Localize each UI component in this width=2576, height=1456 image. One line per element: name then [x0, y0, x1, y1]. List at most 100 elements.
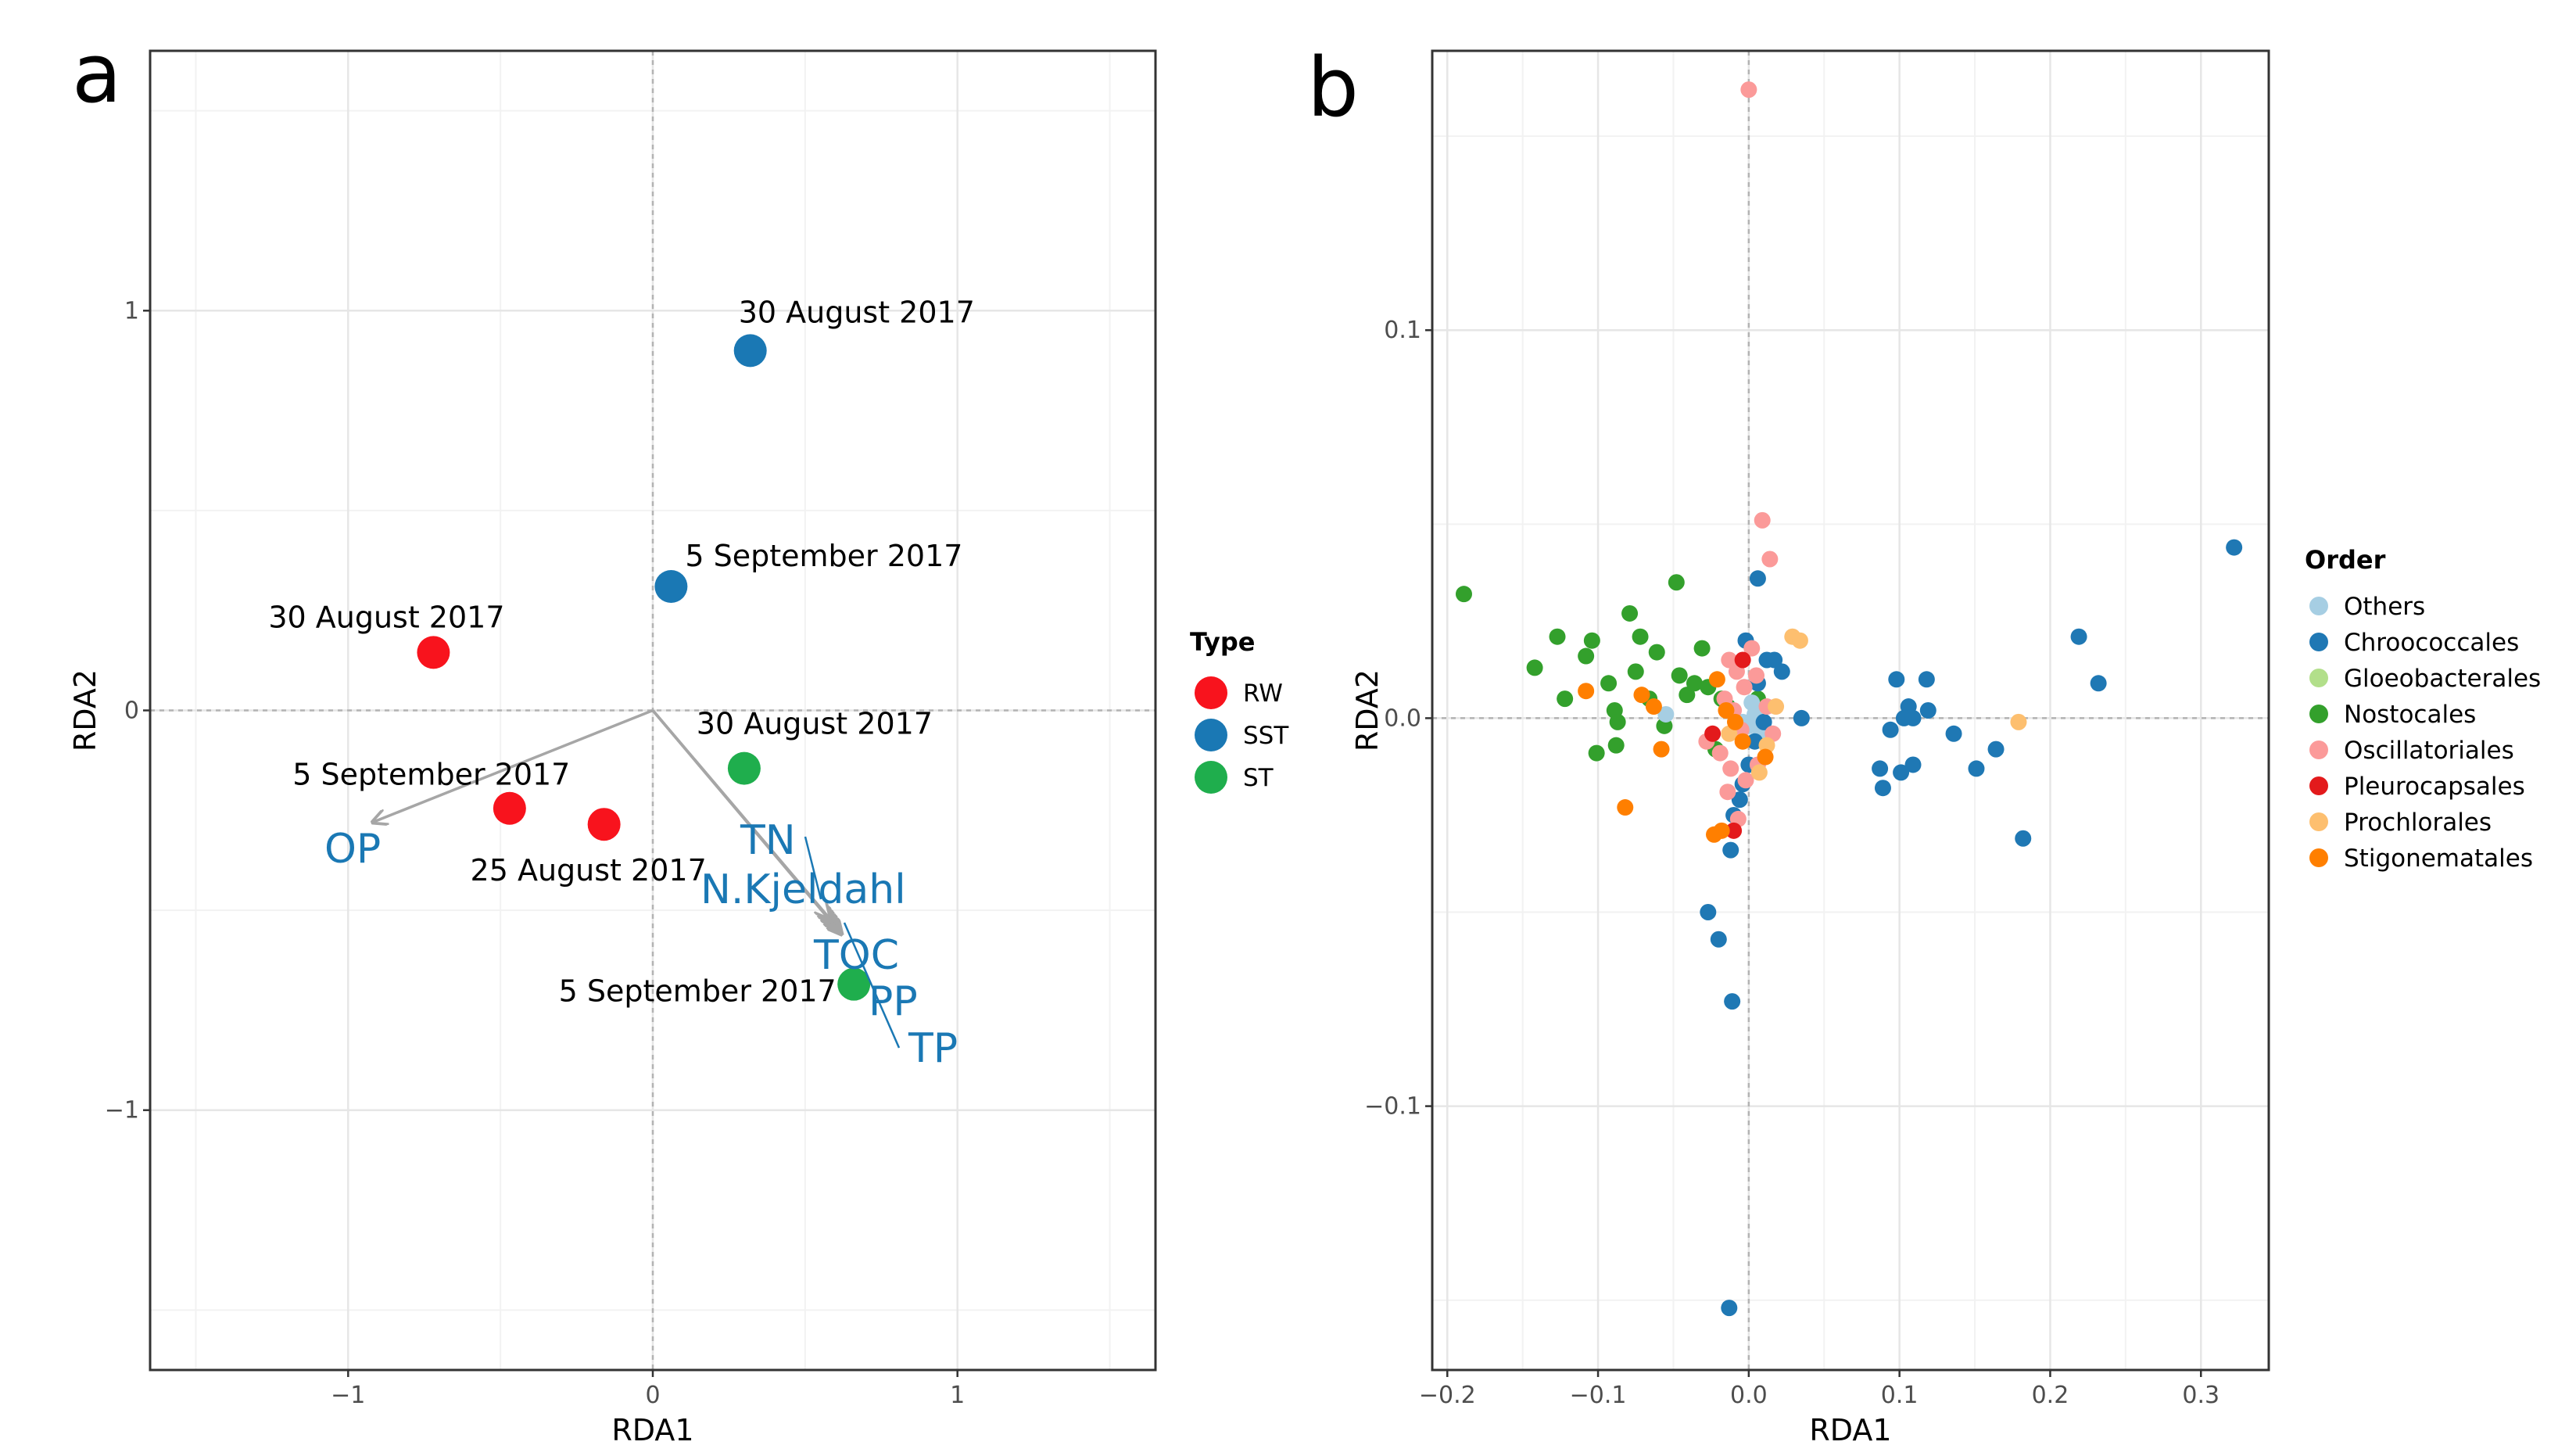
- taxon-point-stigonematales-107: [1734, 733, 1751, 750]
- taxon-point-oscillatoriales-70: [1754, 511, 1771, 529]
- legend-label-chroococcales: Chroococcales: [2344, 629, 2519, 657]
- legend-swatch-prochlorales: [2309, 812, 2328, 831]
- taxon-point-pleurocapsales-90: [1704, 725, 1722, 742]
- panel-a-x-axis-label: RDA1: [611, 1413, 693, 1447]
- taxon-point-stigonematales-110: [1757, 748, 1774, 766]
- taxon-point-stigonematales-106: [1727, 713, 1744, 730]
- taxon-point-chroococcales-40: [1918, 671, 1935, 688]
- panel-b-x-axis-label: RDA1: [1809, 1413, 1891, 1447]
- taxon-point-nostocales-10: [1607, 737, 1625, 754]
- panel-b-grid: [1432, 51, 2269, 1370]
- panel-a-tag: a: [72, 26, 122, 121]
- taxon-point-stigonematales-102: [1653, 741, 1670, 758]
- taxon-point-pleurocapsales-89: [1734, 651, 1751, 669]
- taxon-point-chroococcales-51: [1793, 709, 1810, 726]
- panel-b-tag: b: [1307, 40, 1359, 135]
- taxon-point-stigonematales-100: [1633, 687, 1650, 704]
- y-tick-label: −0.1: [1364, 1093, 1421, 1121]
- legend-swatch-stigonematales: [2309, 848, 2328, 867]
- taxon-point-chroococcales-58: [1755, 713, 1772, 730]
- taxon-point-others-31: [1743, 694, 1761, 712]
- taxon-point-stigonematales-109: [1706, 826, 1723, 843]
- taxon-point-chroococcales-33: [2226, 539, 2243, 556]
- taxon-point-nostocales-15: [1648, 644, 1665, 661]
- legend-swatch-st: [1195, 761, 1227, 794]
- taxon-point-chroococcales-37: [1987, 741, 2005, 758]
- legend-label-stigonematales: Stigonematales: [2344, 845, 2533, 873]
- taxon-point-stigonematales-104: [1708, 671, 1725, 688]
- taxon-point-oscillatoriales-83: [1737, 772, 1754, 789]
- taxon-point-chroococcales-67: [1724, 993, 1741, 1010]
- taxon-point-chroococcales-55: [1766, 651, 1783, 669]
- legend-label-rw: RW: [1243, 680, 1283, 708]
- taxon-point-nostocales-11: [1621, 604, 1639, 622]
- taxon-point-pleurocapsales-91: [1725, 822, 1743, 839]
- panel-a-ticks: −1 0 1 −1 0 1: [105, 297, 965, 1409]
- legend-swatch-sst: [1195, 719, 1227, 751]
- taxon-point-stigonematales-103: [1617, 799, 1634, 816]
- taxon-point-chroococcales-34: [2070, 628, 2087, 645]
- taxon-point-chroococcales-62: [1731, 791, 1748, 809]
- taxon-point-prochlorales-97: [1750, 764, 1768, 781]
- vector-label-n-kjeldahl: N.Kjeldahl: [700, 866, 906, 913]
- taxon-point-oscillatoriales-74: [1736, 679, 1753, 696]
- taxon-point-nostocales-5: [1583, 632, 1600, 649]
- taxon-point-nostocales-4: [1578, 647, 1595, 665]
- point-label-4: 25 August 2017: [471, 853, 707, 888]
- taxon-point-nostocales-7: [1600, 675, 1618, 692]
- legend-swatch-others: [2309, 597, 2328, 615]
- taxon-point-chroococcales-35: [2090, 675, 2107, 692]
- taxon-point-chroococcales-64: [1722, 841, 1739, 859]
- legend-label-nostocales: Nostocales: [2344, 701, 2476, 729]
- panel-a-legend: Type RW SST ST: [1190, 627, 1289, 794]
- taxon-point-nostocales-3: [1557, 690, 1574, 708]
- x-tick-label: 0.3: [2182, 1382, 2220, 1409]
- taxon-point-chroococcales-44: [1895, 709, 1912, 726]
- sample-point-st-5: [727, 751, 761, 785]
- taxon-point-chroococcales-46: [1882, 721, 1899, 738]
- taxon-point-nostocales-0: [1455, 586, 1472, 603]
- sample-point-rw-4: [587, 808, 621, 841]
- y-tick-label: −1: [105, 1097, 139, 1124]
- x-tick-label: −1: [331, 1382, 365, 1409]
- legend-swatch-rw: [1195, 676, 1227, 709]
- legend-label-sst: SST: [1243, 722, 1289, 750]
- taxon-point-nostocales-9: [1609, 713, 1626, 730]
- panel-b-frame: [1431, 49, 2270, 1372]
- y-tick-label: 0: [124, 698, 139, 725]
- legend-swatch-nostocales: [2309, 705, 2328, 723]
- vector-label-pp: PP: [869, 978, 918, 1025]
- taxon-point-nostocales-17: [1668, 574, 1685, 591]
- legend-swatch-chroococcales: [2309, 633, 2328, 651]
- x-tick-label: 0.0: [1730, 1382, 1768, 1409]
- x-tick-label: 0.1: [1881, 1382, 1919, 1409]
- legend-title: Order: [2305, 545, 2386, 575]
- y-tick-label: 1: [124, 297, 139, 325]
- taxon-point-chroococcales-52: [1749, 570, 1766, 587]
- taxon-point-nostocales-1: [1526, 659, 1543, 676]
- legend-label-st: ST: [1243, 764, 1274, 792]
- panel-b-legend: Order Others Chroococcales Gloeobacterales N…: [2305, 545, 2541, 873]
- panel-b-points: [1455, 81, 2243, 1317]
- taxon-point-stigonematales-105: [1718, 702, 1735, 719]
- y-tick-label: 0.1: [1384, 317, 1421, 344]
- legend-swatch-oscillatoriales: [2309, 741, 2328, 759]
- legend-label-others: Others: [2344, 593, 2425, 621]
- taxon-point-oscillatoriales-76: [1748, 667, 1765, 684]
- point-label-1: 5 September 2017: [685, 539, 962, 573]
- vector-arrow-op: [372, 708, 654, 823]
- panel-a-y-axis-label: RDA2: [68, 669, 102, 751]
- taxon-point-oscillatoriales-84: [1719, 784, 1736, 801]
- taxon-point-prochlorales-94: [2010, 713, 2027, 730]
- taxon-point-chroococcales-39: [1945, 725, 1962, 742]
- point-label-5: 30 August 2017: [697, 707, 933, 741]
- taxon-point-oscillatoriales-72: [1721, 651, 1738, 669]
- legend-label-gloeobacterales: Gloeobacterales: [2344, 665, 2541, 693]
- taxon-point-oscillatoriales-75: [1743, 640, 1761, 657]
- taxon-point-chroococcales-48: [1874, 780, 1891, 797]
- point-label-6: 5 September 2017: [559, 974, 837, 1009]
- taxon-point-nostocales-19: [1679, 687, 1696, 704]
